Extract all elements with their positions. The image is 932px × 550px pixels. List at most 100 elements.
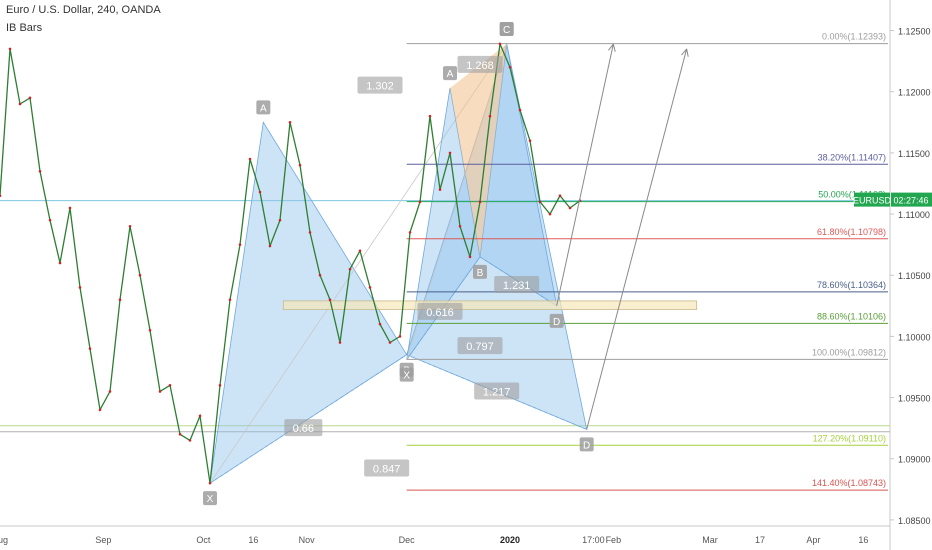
fib-level-label-3: 61.80%(1.10798)	[817, 227, 886, 237]
price-point	[328, 298, 332, 301]
fib-level-label-6: 100.00%(1.09812)	[812, 347, 886, 357]
pattern-point-box	[579, 437, 594, 452]
price-point	[368, 286, 372, 289]
price-point	[208, 481, 212, 485]
price-point	[318, 273, 322, 277]
ratio-label: 1.217	[483, 386, 511, 398]
chart-subtitle: IB Bars	[6, 22, 43, 34]
price-point	[108, 390, 112, 393]
projection-arrowhead	[608, 43, 614, 51]
price-point	[188, 439, 192, 442]
price-tag-symbol-box	[854, 192, 890, 207]
x-tick-label-9: Mar	[702, 535, 718, 545]
ratio-label: 1.231	[503, 280, 531, 292]
fib-level-label-5: 88.60%(1.10106)	[817, 311, 886, 321]
price-point	[558, 194, 562, 198]
price-point	[418, 200, 422, 204]
x-tick-label-0: Aug	[0, 535, 8, 545]
price-point	[48, 218, 52, 222]
projection-arrowhead	[686, 48, 689, 57]
y-tick-label-1: 1.12000	[898, 88, 931, 98]
price-point	[538, 200, 542, 204]
x-tick-label-3: 16	[248, 535, 258, 545]
price-point	[148, 328, 152, 332]
price-point	[118, 298, 122, 301]
y-tick-label-2: 1.11500	[898, 149, 930, 159]
price-point	[488, 114, 492, 118]
ratio-box	[494, 276, 540, 294]
x-tick-label-5: Dec	[399, 535, 416, 545]
price-point	[428, 114, 432, 118]
price-point	[258, 190, 262, 194]
ratio-box	[457, 55, 503, 73]
price-point	[548, 212, 552, 216]
price-point	[408, 231, 412, 234]
ratio-label: 1.268	[466, 60, 494, 72]
price-point	[58, 261, 62, 265]
ratio-label: 0.616	[426, 307, 454, 319]
pattern-xbd-0	[209, 354, 587, 484]
projection-arrow-0	[556, 43, 614, 306]
price-point	[38, 169, 42, 173]
y-tick-label-8: 1.08500	[898, 516, 931, 526]
price-tag-symbol: EURUSD	[853, 196, 892, 206]
ratio-label: 0.797	[466, 341, 494, 353]
fib-level-label-4: 78.60%(1.10364)	[817, 280, 886, 290]
price-point	[218, 384, 222, 387]
fib-level-label-8: 141.40%(1.08743)	[812, 478, 886, 488]
ratio-box	[284, 419, 323, 437]
price-tag-time-box	[891, 192, 932, 207]
x-tick-label-11: Apr	[806, 535, 820, 545]
ratio-box	[364, 459, 410, 477]
ratio-label: 0.66	[293, 423, 314, 435]
pattern-point-label-B: B	[477, 268, 484, 279]
price-point	[278, 218, 282, 222]
price-point	[268, 244, 272, 248]
price-point	[348, 267, 352, 271]
x-tick-label-12: 16	[858, 535, 868, 545]
pattern-point-label-D: D	[583, 440, 590, 451]
y-tick-label-0: 1.12500	[898, 27, 931, 37]
price-point	[28, 96, 32, 100]
price-point	[228, 298, 232, 301]
price-point	[468, 255, 472, 259]
pattern-point-box	[443, 66, 457, 81]
pattern-point-label-D: D	[553, 317, 560, 328]
fib-level-label-7: 127.20%(1.09110)	[813, 433, 886, 443]
price-point	[338, 341, 342, 344]
price-point	[78, 286, 82, 289]
pattern-point-label-A: A	[260, 103, 267, 114]
price-point	[138, 273, 142, 277]
x-tick-label-7: 17:00	[582, 535, 605, 545]
pattern-point-label-A: A	[447, 69, 454, 80]
price-tag-time: 02:27:46	[893, 196, 928, 206]
x-tick-label-2: Oct	[196, 535, 211, 545]
ratio-label: 0.847	[373, 464, 401, 476]
price-point	[178, 432, 182, 436]
x-tick-label-8: Feb	[606, 535, 622, 545]
x-tick-label-6: 2020	[500, 535, 520, 545]
y-tick-label-5: 1.10000	[898, 332, 931, 342]
price-point	[248, 157, 252, 161]
ratio-box	[417, 302, 463, 320]
price-point	[8, 47, 12, 51]
pattern-point-box	[473, 264, 487, 279]
x-tick-label-1: Sep	[95, 535, 111, 545]
price-point	[238, 243, 242, 246]
price-point	[168, 384, 172, 387]
price-point	[18, 102, 22, 106]
projection-arrowhead	[681, 48, 688, 56]
price-point	[128, 225, 132, 228]
y-tick-label-7: 1.09000	[898, 455, 931, 465]
price-point	[358, 249, 362, 253]
price-point	[568, 206, 572, 210]
zone-rectangle-0	[282, 300, 698, 310]
price-point	[508, 65, 512, 69]
x-tick-label-10: 17	[755, 535, 765, 545]
price-point	[458, 225, 462, 228]
ratio-box	[457, 337, 503, 355]
y-tick-label-3: 1.11000	[898, 210, 930, 220]
chart-title: Euro / U.S. Dollar, 240, OANDA	[6, 4, 161, 16]
price-point	[518, 108, 522, 112]
